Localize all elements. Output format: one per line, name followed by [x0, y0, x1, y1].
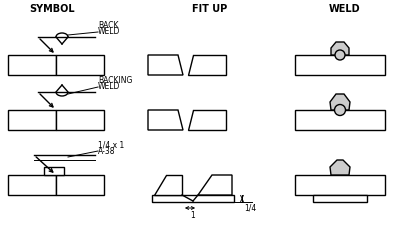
Bar — [44, 167, 64, 175]
Circle shape — [334, 105, 346, 115]
Polygon shape — [330, 94, 350, 110]
Bar — [295, 175, 385, 195]
Bar — [8, 175, 56, 195]
Text: 1/4 x 1: 1/4 x 1 — [98, 141, 124, 150]
Text: WELD: WELD — [329, 4, 361, 14]
Text: BACK: BACK — [98, 21, 118, 30]
Text: FIT UP: FIT UP — [192, 4, 228, 14]
Bar — [56, 110, 104, 130]
Polygon shape — [148, 55, 183, 75]
Text: SYMBOL: SYMBOL — [29, 4, 75, 14]
Text: WELD: WELD — [98, 82, 120, 91]
Text: 1: 1 — [191, 211, 195, 220]
Text: A-38: A-38 — [98, 147, 116, 156]
Text: WELD: WELD — [98, 27, 120, 36]
Polygon shape — [154, 175, 182, 195]
Bar — [56, 175, 104, 195]
Polygon shape — [188, 55, 226, 75]
Bar — [56, 55, 104, 75]
Circle shape — [335, 50, 345, 60]
Polygon shape — [330, 160, 350, 175]
Polygon shape — [148, 110, 183, 130]
Text: BACKING: BACKING — [98, 76, 132, 85]
Polygon shape — [331, 42, 349, 55]
Bar — [8, 110, 56, 130]
Bar — [295, 55, 385, 75]
Polygon shape — [188, 110, 226, 130]
Polygon shape — [198, 175, 232, 195]
Bar — [313, 195, 367, 202]
Bar — [152, 195, 234, 202]
Text: 1/4: 1/4 — [244, 203, 256, 212]
Bar — [8, 55, 56, 75]
Bar — [295, 110, 385, 130]
